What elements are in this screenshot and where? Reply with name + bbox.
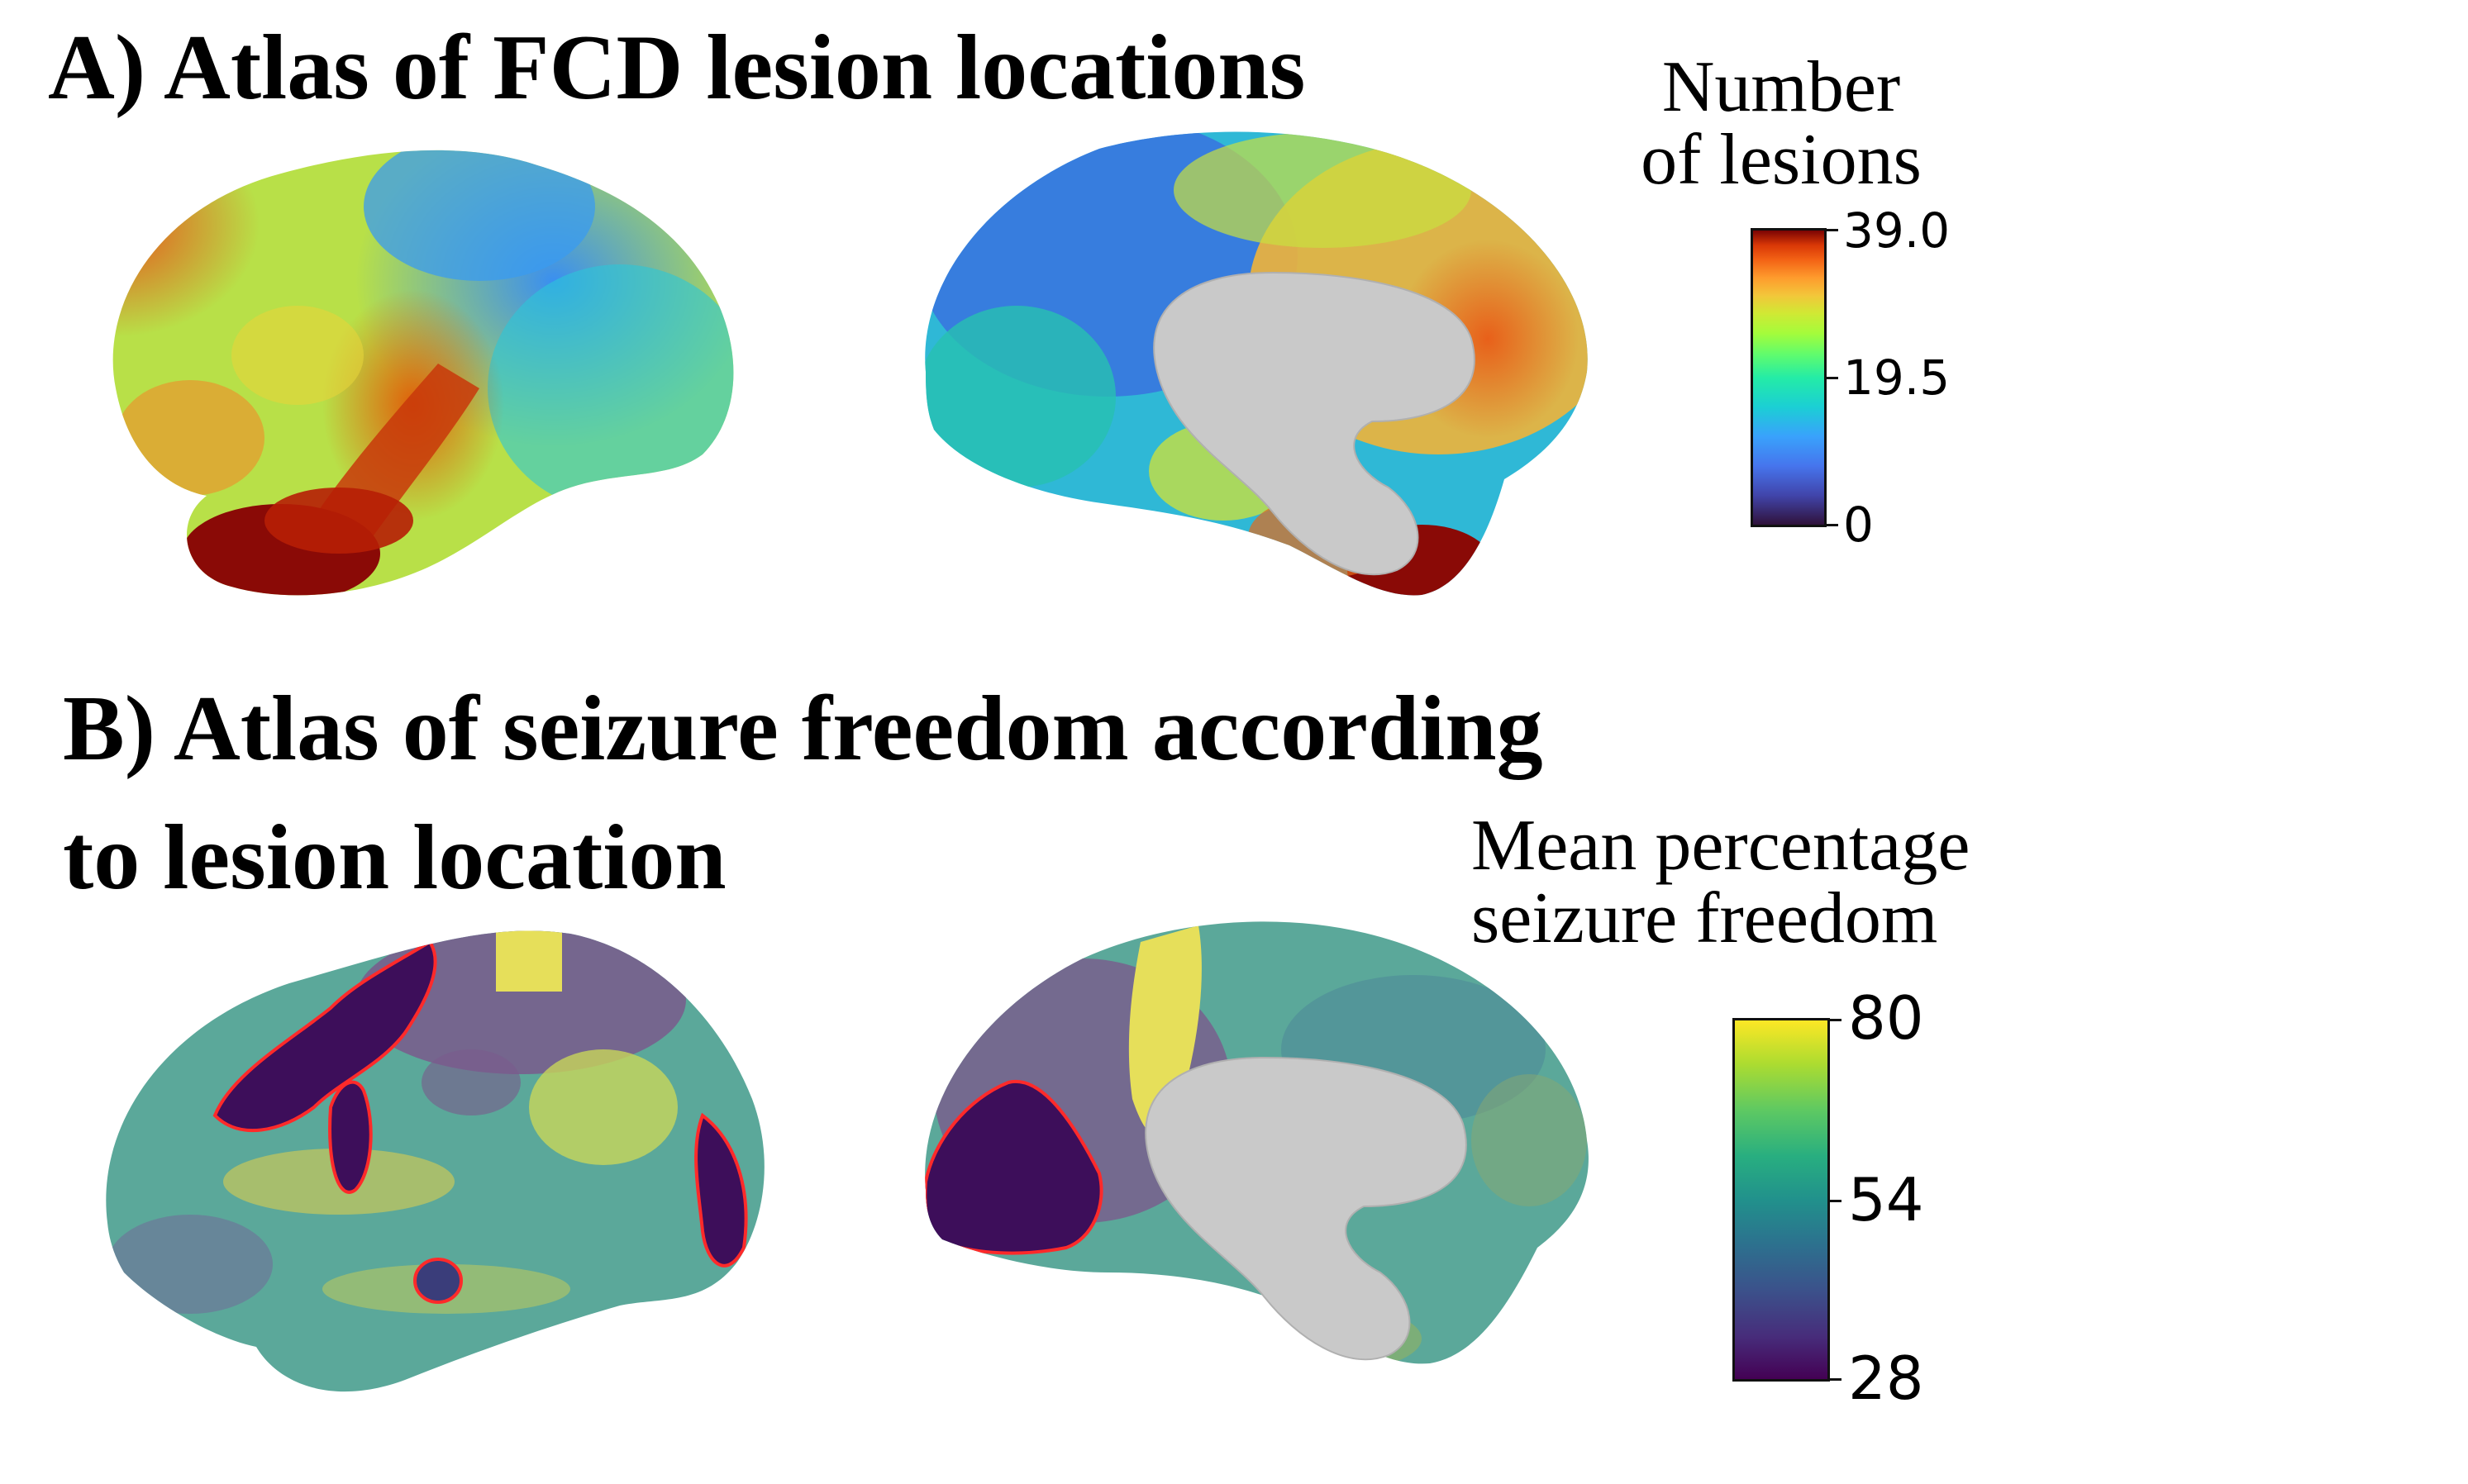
panel-a-tick-label-max: 39.0 [1843, 202, 1951, 259]
panel-b-medial-brain [925, 921, 1589, 1364]
panel-a-legend-title-line2: of lesions [1641, 120, 1922, 200]
panel-b-medial-wall [1145, 1056, 1467, 1361]
panel-a-colorbar [1751, 228, 1827, 527]
panel-b-tick-label-mid: 54 [1848, 1165, 1924, 1234]
panel-b-legend-title-line1: Mean percentage [1471, 806, 1970, 886]
panel-b-tick-max [1828, 1019, 1841, 1021]
panel-b-title-line1: B) Atlas of seizure freedom according [63, 678, 1543, 780]
panel-b-lateral-brain [106, 930, 765, 1392]
panel-b-colorbar [1732, 1018, 1830, 1382]
panel-a-tick-label-mid: 19.5 [1843, 350, 1951, 406]
panel-b-legend-title: Mean percentage seizure freedom [1471, 810, 2066, 955]
panel-b-tick-label-max: 80 [1848, 983, 1924, 1053]
panel-b-tick-min [1828, 1378, 1841, 1381]
panel-a-medial-brain [925, 131, 1588, 596]
panel-a-lateral-brain [112, 150, 734, 596]
panel-a-tick-label-min: 0 [1843, 497, 1874, 553]
panel-a-legend-title: Number of lesions [1595, 51, 1967, 197]
panel-a-tick-max [1825, 229, 1838, 231]
panel-b-legend-title-line2: seizure freedom [1471, 878, 1938, 958]
panel-a-tick-mid [1825, 377, 1838, 379]
panel-a-title: A) Atlas of FCD lesion locations [48, 17, 1306, 119]
panel-b-title-line2: to lesion location [63, 806, 727, 909]
panel-b-tick-label-min: 28 [1848, 1344, 1924, 1413]
panel-b-tick-mid [1828, 1200, 1841, 1202]
panel-a-legend-title-line1: Number [1661, 47, 1901, 127]
panel-a-tick-min [1825, 524, 1838, 526]
panel-a-medial-wall [1153, 271, 1475, 576]
